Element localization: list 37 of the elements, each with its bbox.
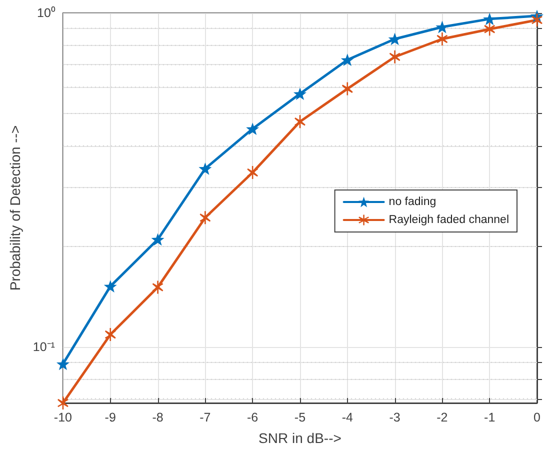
x-tick-label: -5 bbox=[294, 410, 306, 424]
point bbox=[56, 358, 70, 370]
point bbox=[247, 166, 258, 180]
y-axis-title: Probability of Detection --> bbox=[7, 125, 23, 291]
x-tick-label: -9 bbox=[104, 410, 116, 424]
point bbox=[104, 328, 116, 342]
x-tick-label: 0 bbox=[534, 410, 541, 424]
x-tick-label: -1 bbox=[484, 410, 496, 424]
point bbox=[104, 280, 117, 292]
legend-label: Rayleigh faded channel bbox=[388, 214, 510, 226]
point bbox=[484, 22, 495, 36]
legend-label: no fading bbox=[388, 196, 436, 208]
x-tick-label: -7 bbox=[200, 410, 211, 424]
x-tick-label: -8 bbox=[152, 410, 164, 424]
point bbox=[532, 13, 542, 26]
point bbox=[246, 122, 260, 136]
x-tick-label: -4 bbox=[342, 410, 353, 424]
point bbox=[388, 32, 402, 46]
point bbox=[340, 54, 354, 66]
x-tick-label: -10 bbox=[54, 410, 72, 424]
y-tick-label: 10⁻¹ bbox=[32, 340, 55, 354]
point bbox=[293, 88, 306, 100]
point bbox=[436, 32, 448, 46]
point bbox=[342, 82, 353, 96]
point bbox=[200, 211, 211, 224]
point bbox=[58, 396, 68, 410]
x-axis-title: SNR in dB--> bbox=[258, 430, 342, 446]
x-tick-label: -2 bbox=[436, 410, 448, 424]
point bbox=[483, 12, 496, 26]
y-tick-label: 10⁰ bbox=[37, 6, 56, 20]
x-tick-label: -3 bbox=[389, 410, 400, 424]
point bbox=[389, 50, 400, 64]
x-tick-label: -6 bbox=[247, 410, 258, 424]
point bbox=[152, 280, 164, 294]
point bbox=[198, 162, 212, 175]
point bbox=[294, 115, 306, 128]
point bbox=[151, 233, 164, 246]
